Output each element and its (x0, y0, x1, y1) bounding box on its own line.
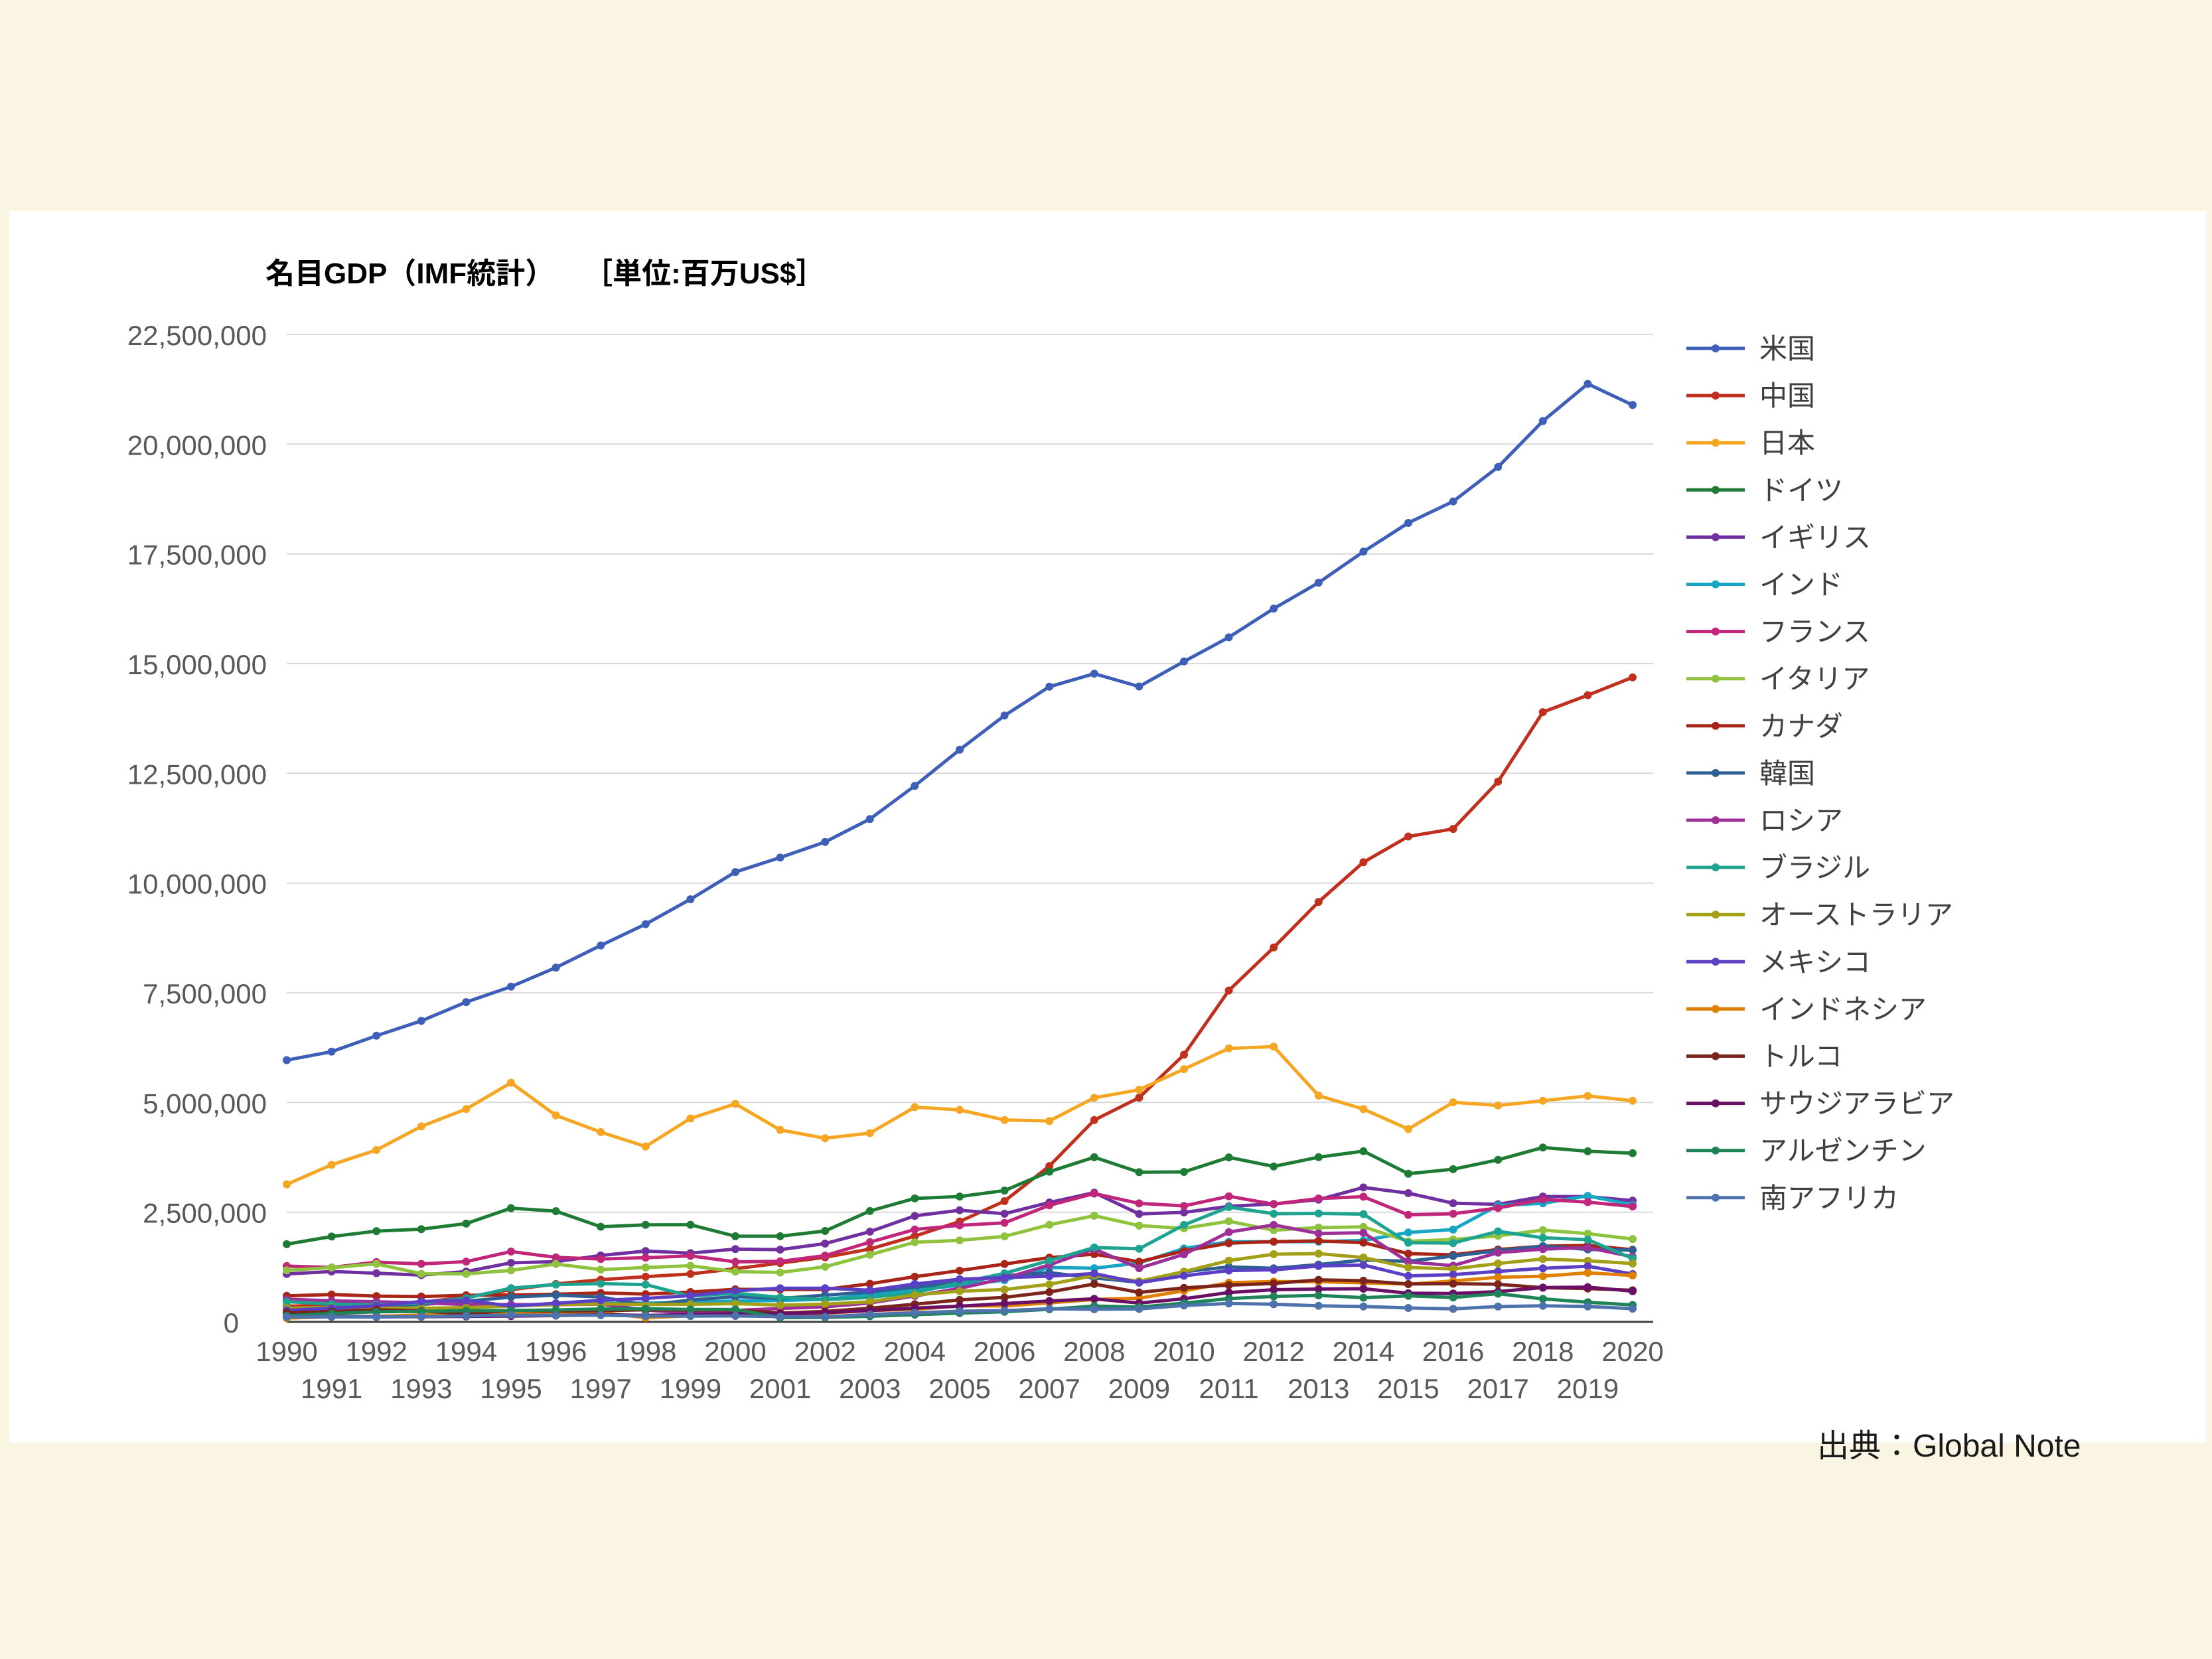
svg-text:ロシア: ロシア (1759, 805, 1843, 836)
svg-text:フランス: フランス (1759, 616, 1870, 648)
svg-text:10,000,000: 10,000,000 (127, 869, 267, 900)
svg-text:7,500,000: 7,500,000 (143, 978, 267, 1009)
svg-text:1995: 1995 (480, 1373, 542, 1404)
svg-text:2008: 2008 (1063, 1336, 1125, 1367)
svg-text:インド: インド (1759, 569, 1843, 601)
svg-text:ドイツ: ドイツ (1759, 474, 1843, 506)
svg-text:2005: 2005 (928, 1373, 990, 1404)
svg-text:2002: 2002 (794, 1336, 855, 1367)
svg-text:15,000,000: 15,000,000 (127, 649, 267, 680)
svg-text:オーストラリア: オーストラリア (1759, 899, 1953, 930)
svg-text:2016: 2016 (1422, 1336, 1484, 1367)
svg-text:12,500,000: 12,500,000 (127, 758, 267, 790)
svg-text:2014: 2014 (1333, 1336, 1394, 1367)
svg-text:2007: 2007 (1018, 1373, 1080, 1404)
svg-text:2012: 2012 (1242, 1336, 1304, 1367)
svg-text:1993: 1993 (390, 1373, 452, 1404)
svg-text:22,500,000: 22,500,000 (127, 320, 267, 351)
svg-text:米国: 米国 (1759, 333, 1815, 364)
svg-text:2,500,000: 2,500,000 (143, 1198, 267, 1229)
svg-text:17,500,000: 17,500,000 (127, 540, 267, 571)
svg-text:カナダ: カナダ (1759, 711, 1843, 742)
svg-text:1997: 1997 (569, 1373, 631, 1404)
svg-text:南アフリカ: 南アフリカ (1759, 1183, 1899, 1214)
svg-text:2017: 2017 (1467, 1373, 1528, 1404)
svg-text:5,000,000: 5,000,000 (143, 1088, 267, 1119)
svg-text:サウジアラビア: サウジアラビア (1759, 1088, 1954, 1119)
svg-text:ブラジル: ブラジル (1759, 852, 1870, 883)
svg-text:2019: 2019 (1557, 1373, 1619, 1404)
svg-text:1991: 1991 (301, 1373, 362, 1404)
svg-text:1998: 1998 (615, 1336, 676, 1367)
svg-text:日本: 日本 (1759, 427, 1815, 459)
svg-text:中国: 中国 (1759, 380, 1815, 411)
svg-text:2009: 2009 (1108, 1373, 1170, 1404)
svg-text:2020: 2020 (1601, 1336, 1663, 1367)
svg-text:1996: 1996 (525, 1336, 587, 1367)
svg-text:インドネシア: インドネシア (1759, 993, 1927, 1025)
svg-text:イタリア: イタリア (1759, 664, 1870, 695)
svg-text:20,000,000: 20,000,000 (127, 429, 267, 461)
svg-text:イギリス: イギリス (1759, 522, 1871, 553)
svg-text:0: 0 (224, 1307, 239, 1338)
svg-text:2000: 2000 (704, 1336, 766, 1367)
svg-text:2013: 2013 (1288, 1373, 1349, 1404)
svg-text:1994: 1994 (435, 1336, 497, 1367)
svg-text:2006: 2006 (974, 1336, 1035, 1367)
svg-text:2003: 2003 (839, 1373, 901, 1404)
svg-text:2001: 2001 (749, 1373, 811, 1404)
svg-text:2011: 2011 (1199, 1373, 1258, 1404)
svg-text:1992: 1992 (345, 1336, 407, 1367)
svg-text:2015: 2015 (1377, 1373, 1439, 1404)
svg-text:1990: 1990 (256, 1336, 317, 1367)
svg-text:メキシコ: メキシコ (1759, 946, 1871, 977)
svg-text:2018: 2018 (1512, 1336, 1574, 1367)
svg-text:2004: 2004 (884, 1336, 946, 1367)
svg-text:2010: 2010 (1153, 1336, 1215, 1367)
svg-text:アルゼンチン: アルゼンチン (1759, 1135, 1927, 1167)
svg-text:トルコ: トルコ (1759, 1041, 1842, 1072)
svg-text:1999: 1999 (660, 1373, 721, 1404)
svg-text:韓国: 韓国 (1759, 758, 1815, 789)
